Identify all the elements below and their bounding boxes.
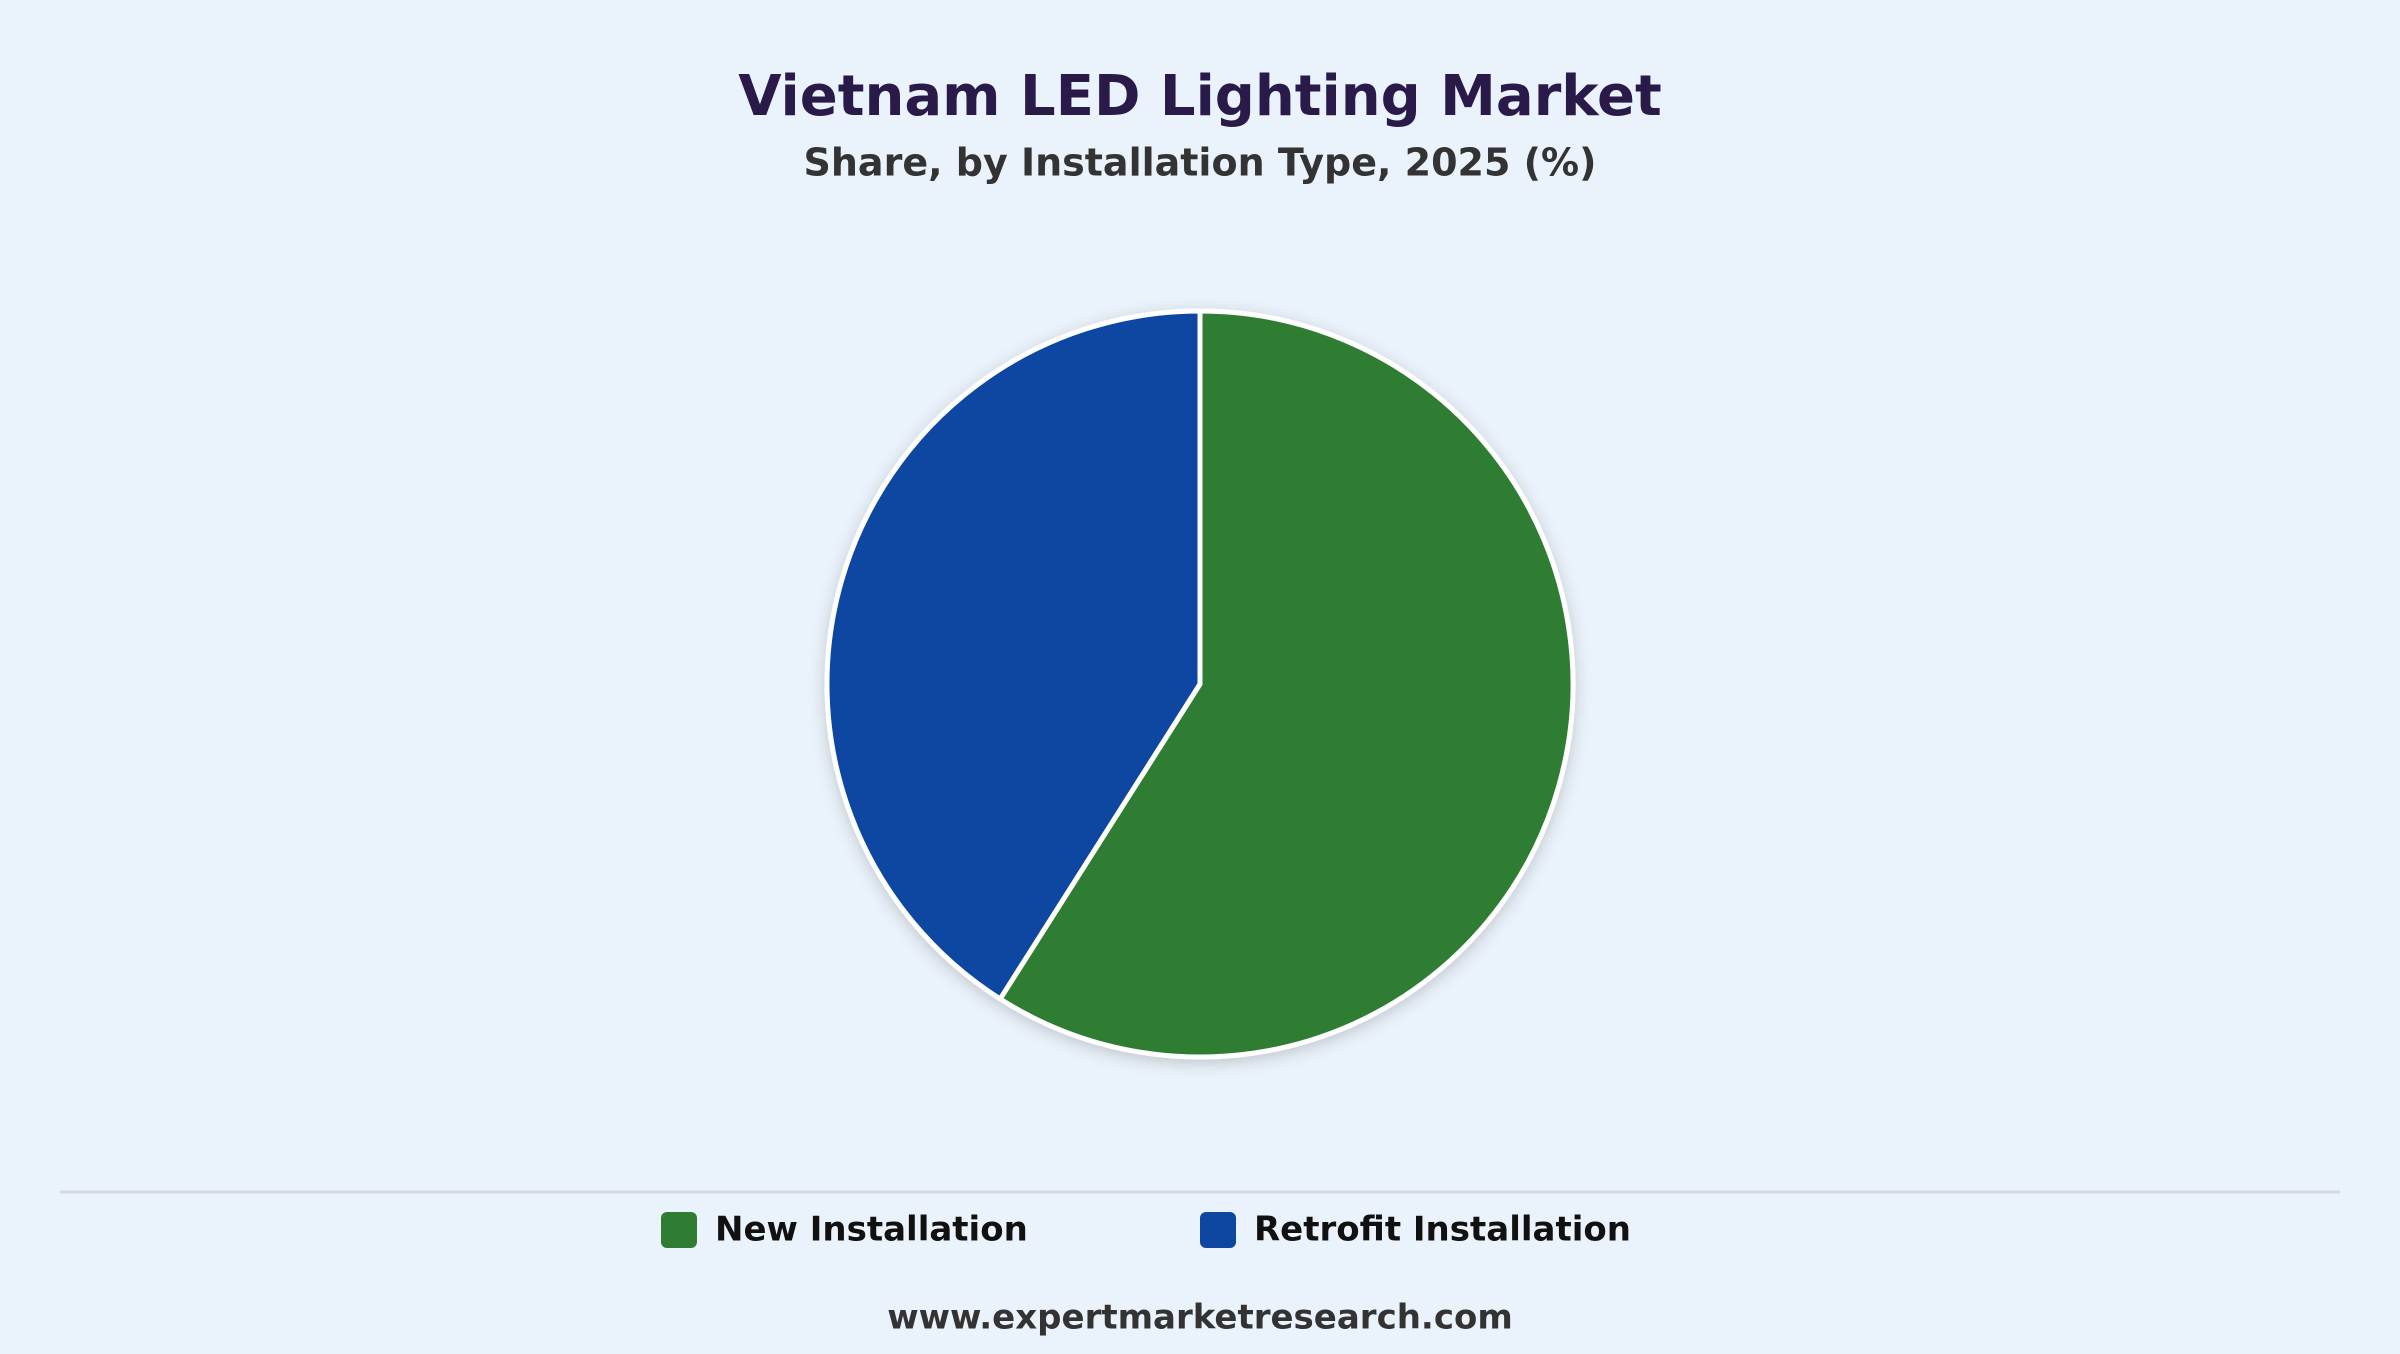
pie-slice — [824, 308, 1203, 1002]
chart-subtitle: Share, by Installation Type, 2025 (%) — [804, 141, 1597, 185]
pie — [824, 308, 1576, 1060]
footer: www.expertmarketresearch.com — [887, 1298, 1513, 1338]
legend-label: New Installation — [715, 1210, 1028, 1250]
legend-swatch — [661, 1212, 697, 1248]
legend-swatch — [1200, 1212, 1236, 1248]
pie-slice — [997, 308, 1576, 1060]
chart-title: Vietnam LED Lighting Market — [738, 64, 1662, 129]
legend: New Installation Retrofit Installation — [661, 1210, 1631, 1250]
legend-label: Retrofit Installation — [1254, 1210, 1631, 1250]
